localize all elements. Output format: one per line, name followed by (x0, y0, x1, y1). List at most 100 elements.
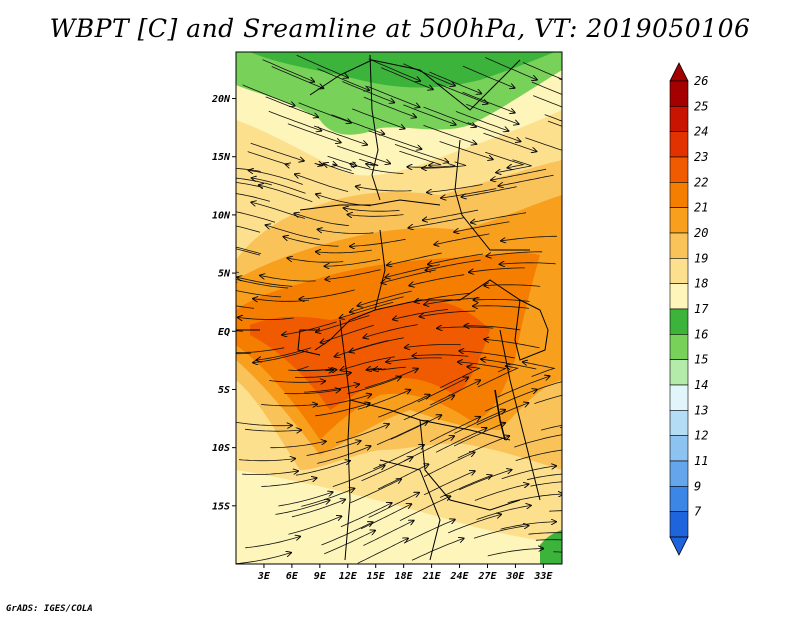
streamline (501, 466, 556, 480)
colorbar-label: 26 (694, 74, 708, 88)
streamline (313, 125, 367, 145)
streamline (245, 537, 300, 549)
streamline (269, 381, 325, 383)
border-line (344, 399, 351, 561)
streamline (363, 96, 416, 117)
colorbar-swatch (669, 156, 689, 183)
lon-tick-label: 18E (395, 571, 414, 582)
streamline (394, 144, 448, 162)
streamline (284, 390, 340, 395)
streamline (420, 310, 476, 317)
border-line (309, 59, 521, 111)
streamline (367, 86, 419, 107)
colorbar-swatch (669, 131, 689, 158)
streamline (405, 345, 461, 348)
streamline (531, 81, 562, 95)
streamline (484, 285, 541, 287)
streamline (536, 381, 562, 390)
streamline (448, 514, 501, 534)
streamline (257, 347, 312, 360)
streamline (314, 163, 323, 166)
streamline (236, 305, 255, 309)
streamline (522, 62, 562, 80)
lake-tanganyika (494, 389, 506, 441)
streamline (357, 538, 408, 564)
streamline (423, 209, 478, 220)
streamline (236, 330, 243, 332)
streamline (390, 415, 442, 440)
colorbar-label: 23 (694, 150, 708, 164)
streamline (368, 493, 419, 518)
streamline (316, 394, 372, 407)
lon-tick-label: 24E (450, 571, 470, 582)
streamline (435, 82, 488, 104)
colorbar-label: 20 (694, 226, 708, 240)
streamline (534, 394, 562, 404)
colorbar-swatch (669, 359, 689, 386)
streamline (462, 186, 517, 197)
streamline (403, 520, 455, 544)
streamline (350, 479, 401, 504)
streamline (236, 182, 263, 188)
lat-tick-label: 10N (212, 210, 231, 221)
colorbar-swatch (669, 232, 689, 259)
streamline (525, 137, 562, 151)
border-line (419, 419, 521, 511)
streamline (403, 396, 454, 421)
streamline (236, 248, 261, 256)
streamline (236, 177, 273, 186)
streamline (541, 424, 562, 431)
streamline (458, 362, 507, 373)
streamline (324, 531, 375, 555)
streamline (265, 96, 318, 117)
streamline (549, 510, 562, 512)
colorbar-label: 7 (694, 505, 702, 519)
streamline (408, 217, 464, 228)
streamline (453, 423, 505, 447)
streamline (351, 108, 404, 129)
streamline (423, 106, 476, 127)
map-axes: 20N 15N 10N 5N EQ 5S 10S 15S 3E 6E 9E 12E 15E 18E 21E 2… (211, 94, 553, 582)
border-line (454, 139, 530, 251)
lon-tick-label: 33E (533, 571, 553, 582)
streamline (487, 549, 543, 557)
field-green-southeast (540, 530, 562, 564)
border-line (314, 229, 386, 351)
colorbar-label: 22 (694, 175, 708, 189)
streamline (376, 421, 428, 446)
streamline (236, 211, 276, 223)
streamline (236, 347, 285, 354)
border-line (369, 54, 381, 201)
streamline (515, 449, 562, 461)
border-line (374, 279, 521, 311)
colorbar-swatch (669, 283, 689, 310)
wbpt-field (236, 52, 562, 564)
colorbar-label: 24 (694, 125, 708, 139)
streamline (348, 215, 404, 217)
colorbar-swatch (669, 384, 689, 411)
streamline (340, 503, 392, 528)
streamline (471, 212, 527, 223)
lon-tick-label: 30E (505, 571, 525, 582)
streamline (423, 471, 475, 496)
colorbar-label: 14 (694, 378, 708, 392)
streamline (403, 104, 455, 125)
colorbar-swatch (669, 308, 689, 335)
colorbar-label: 16 (694, 327, 708, 341)
lat-tick-label: 5N (218, 269, 231, 280)
streamline (523, 362, 556, 377)
streamline (350, 238, 406, 246)
lat-tick-label: 10S (212, 443, 230, 454)
streamline (491, 168, 547, 180)
streamline (547, 120, 562, 127)
streamline (291, 500, 345, 518)
streamline (295, 174, 349, 192)
streamline (298, 102, 351, 123)
lon-tick-label: 27E (477, 571, 497, 582)
streamline (237, 277, 293, 287)
streamline (558, 78, 562, 81)
streamline (462, 65, 515, 88)
streamline (295, 373, 351, 378)
colorbar-swatch (669, 106, 689, 132)
